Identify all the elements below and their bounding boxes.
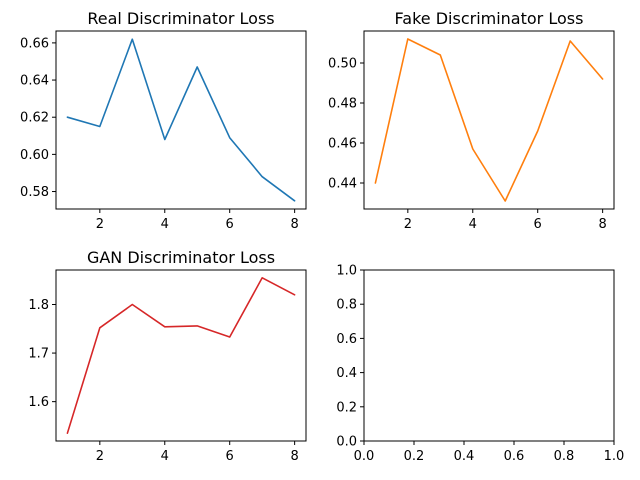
x-tick-label: 2: [96, 449, 104, 464]
x-tick-label: 0.8: [554, 449, 575, 464]
y-tick-label: 0.0: [336, 435, 357, 450]
y-tick-label: 1.8: [28, 298, 49, 313]
axes-frame: [363, 269, 615, 442]
y-tick-label: 0.60: [20, 148, 49, 163]
x-tick-label: 0.6: [504, 449, 525, 464]
y-tick-label: 0.62: [20, 111, 49, 126]
x-tick-label: 6: [534, 217, 542, 232]
x-tick-label: 8: [598, 217, 606, 232]
y-tick-label: 0.2: [336, 400, 357, 415]
y-tick-label: 0.44: [328, 177, 357, 192]
y-tick-label: 0.6: [336, 332, 357, 347]
x-tick-label: 0.0: [354, 449, 375, 464]
y-tick-label: 0.48: [328, 97, 357, 112]
x-tick-label: 8: [290, 217, 298, 232]
y-tick-label: 1.0: [336, 264, 357, 279]
x-tick-label: 1.0: [604, 449, 625, 464]
subplot-1: 2 4 6 8 0.58 0.60 0.62 0.64 0.66 Real Discriminat…: [20, 9, 307, 232]
subplot-4: 0.0 0.2 0.4 0.6 0.8 1.0 0.0 0.2 0.4 0.6 0.8 1.0: [336, 264, 624, 465]
y-tick-label: 1.7: [28, 347, 49, 362]
y-tick-label: 0.4: [336, 366, 357, 381]
y-tick-label: 0.64: [20, 74, 49, 89]
series-line: [66, 38, 296, 202]
chart-title: Fake Discriminator Loss: [395, 9, 584, 28]
x-tick-label: 0.4: [454, 449, 475, 464]
x-tick-label: 2: [96, 217, 104, 232]
y-tick-label: 0.50: [328, 57, 357, 72]
x-tick-label: 0.2: [404, 449, 425, 464]
axes-frame: [55, 30, 307, 210]
y-tick-label: 1.6: [28, 395, 49, 410]
x-tick-label: 4: [161, 449, 169, 464]
y-tick-label: 0.66: [20, 36, 49, 51]
chart-title: Real Discriminator Loss: [87, 9, 274, 28]
x-tick-label: 8: [290, 449, 298, 464]
y-tick-label: 0.58: [20, 185, 49, 200]
series-line: [374, 38, 604, 202]
y-tick-label: 0.8: [336, 298, 357, 313]
chart-title: GAN Discriminator Loss: [87, 248, 275, 267]
subplot-2: 2 4 6 8 0.44 0.46 0.48 0.50 Fake Discriminator L…: [328, 9, 615, 232]
x-tick-label: 4: [161, 217, 169, 232]
y-tick-label: 0.46: [328, 137, 357, 152]
series-line: [66, 276, 296, 435]
x-tick-label: 4: [469, 217, 477, 232]
x-tick-label: 2: [404, 217, 412, 232]
subplot-3: 2 4 6 8 1.6 1.7 1.8 GAN Discriminator Loss: [28, 248, 307, 464]
x-tick-label: 6: [226, 449, 234, 464]
axes-frame: [363, 30, 615, 210]
x-tick-label: 6: [226, 217, 234, 232]
axes-frame: [55, 269, 307, 442]
